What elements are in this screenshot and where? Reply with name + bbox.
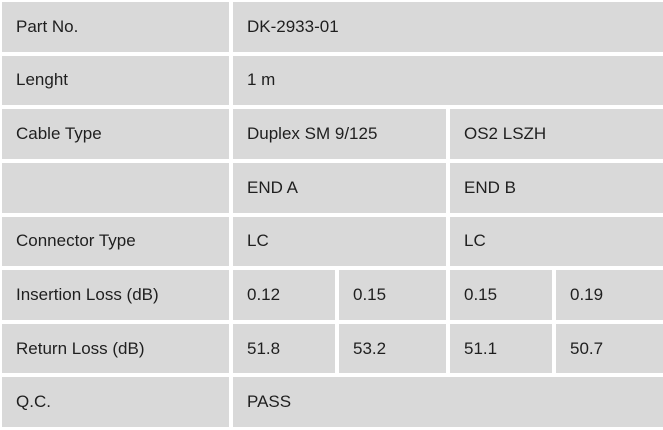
row-return-loss-value-4: 50.7 [556, 323, 663, 374]
row-insertion-loss-value-3: 0.15 [450, 270, 552, 320]
row-ends-empty-label [2, 162, 229, 213]
row-return-loss-value-3: 51.1 [450, 323, 552, 374]
row-insertion-loss-value-2: 0.15 [339, 270, 446, 320]
row-insertion-loss-label: Insertion Loss (dB) [2, 270, 229, 320]
row-cable-type-value-1: Duplex SM 9/125 [233, 109, 446, 159]
row-cable-type-value-2: OS2 LSZH [450, 109, 663, 159]
row-connector-type-label: Connector Type [2, 216, 229, 267]
row-length-label: Lenght [2, 55, 229, 106]
row-insertion-loss-value-1: 0.12 [233, 270, 335, 320]
row-connector-type-value-1: LC [233, 216, 446, 267]
row-connector-type-value-2: LC [450, 216, 663, 267]
row-cable-type-label: Cable Type [2, 109, 229, 159]
row-ends-end-a: END A [233, 162, 446, 213]
row-qc-value: PASS [233, 377, 663, 427]
row-return-loss-value-1: 51.8 [233, 323, 335, 374]
row-return-loss-label: Return Loss (dB) [2, 323, 229, 374]
row-ends-end-b: END B [450, 162, 663, 213]
row-length-value: 1 m [233, 55, 663, 106]
row-part-no-label: Part No. [2, 2, 229, 52]
row-return-loss-value-2: 53.2 [339, 323, 446, 374]
row-insertion-loss-value-4: 0.19 [556, 270, 663, 320]
row-part-no-value: DK-2933-01 [233, 2, 663, 52]
row-qc-label: Q.C. [2, 377, 229, 427]
